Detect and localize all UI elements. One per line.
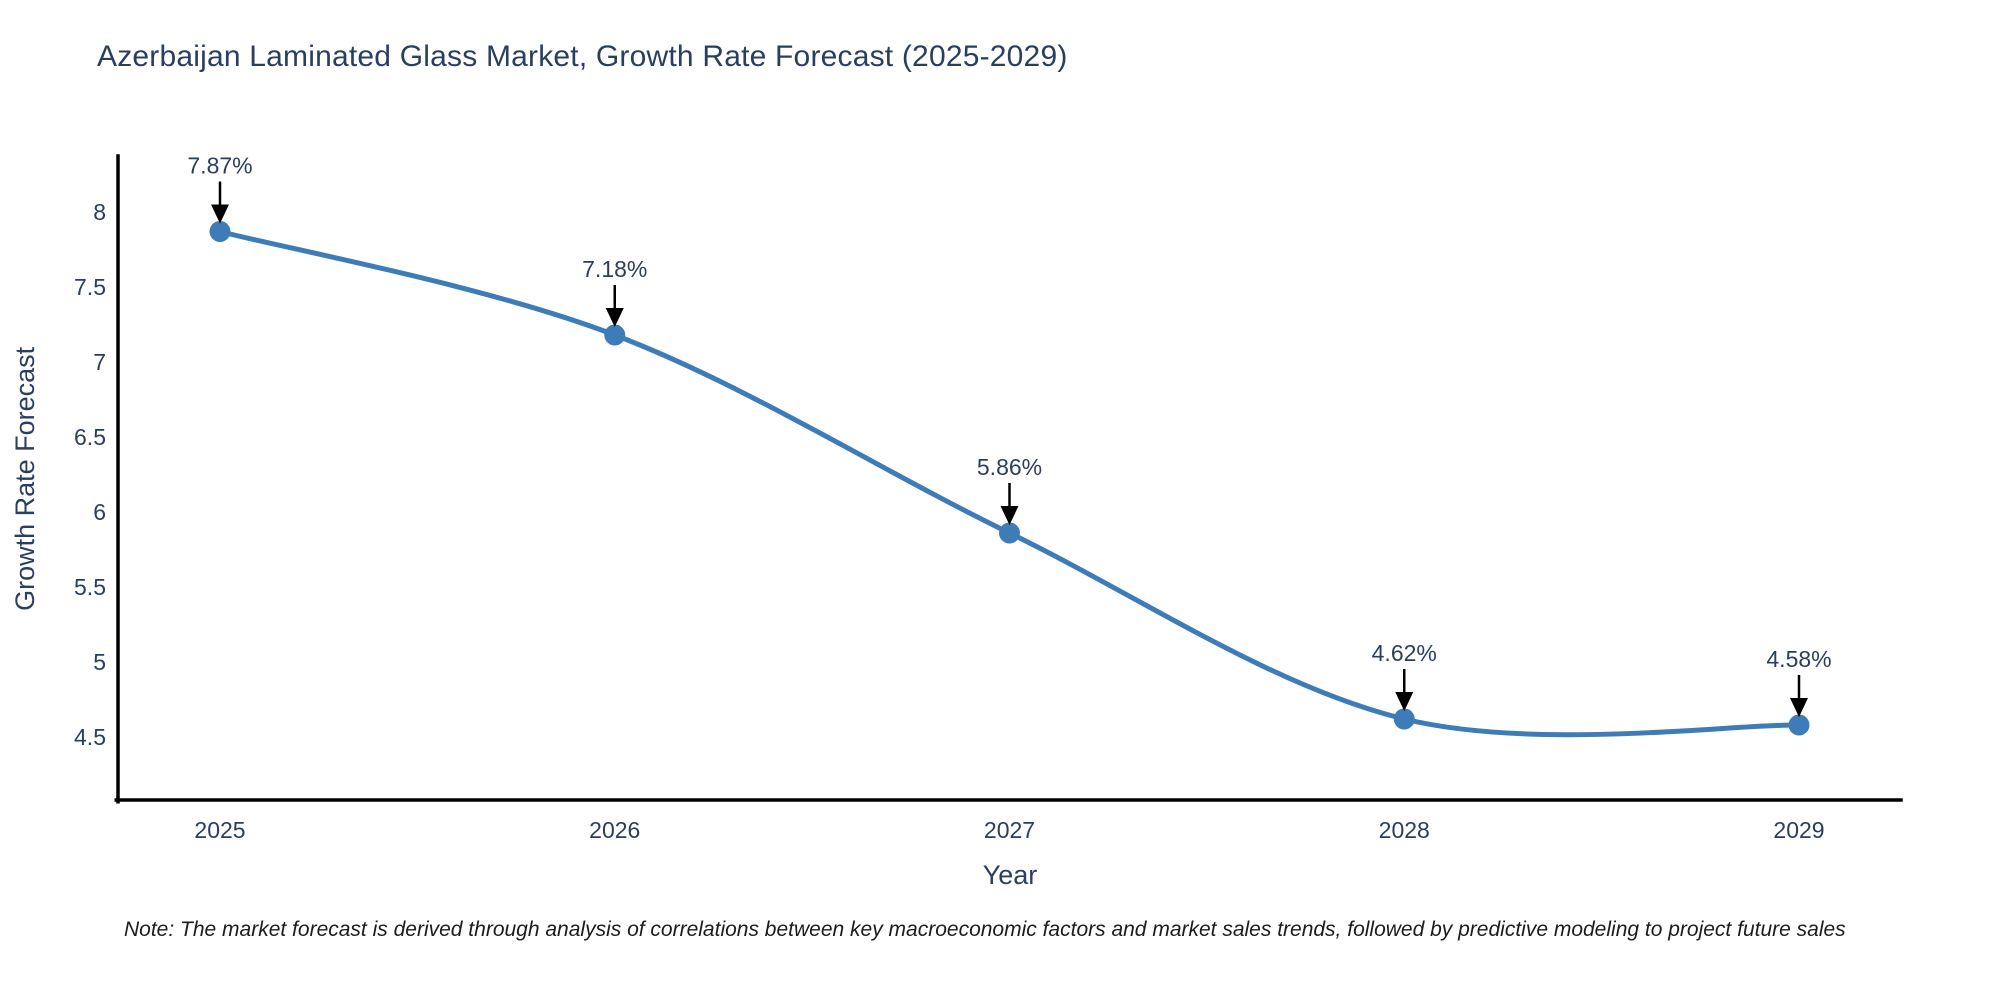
y-tick-label: 7.5 [74, 274, 106, 300]
annotation-arrow-head [1790, 698, 1808, 717]
annotation-label: 7.18% [582, 256, 647, 282]
x-tick-label: 2028 [1379, 817, 1430, 843]
y-axis-title: Growth Rate Forecast [10, 346, 40, 611]
y-tick-label: 7 [93, 349, 106, 375]
y-tick-label: 6 [93, 499, 106, 525]
data-point-marker [1393, 708, 1415, 730]
annotation-label: 5.86% [977, 454, 1042, 480]
x-tick-label: 2027 [984, 817, 1035, 843]
y-tick-label: 8 [93, 199, 106, 225]
x-tick-label: 2029 [1773, 817, 1824, 843]
annotation-label: 7.87% [187, 153, 252, 179]
annotation-arrow-head [605, 308, 624, 327]
y-tick-label: 6.5 [74, 424, 106, 450]
x-axis-title: Year [983, 860, 1038, 890]
annotation-label: 4.62% [1372, 640, 1437, 666]
x-tick-label: 2026 [589, 817, 640, 843]
chart-title: Azerbaijan Laminated Glass Market, Growt… [97, 40, 1068, 73]
x-tick-label: 2025 [194, 817, 245, 843]
footnote: Note: The market forecast is derived thr… [124, 918, 1846, 941]
data-point-marker [999, 522, 1020, 544]
data-point-marker [604, 324, 626, 346]
annotation-arrow-head [1395, 692, 1414, 711]
annotation-label: 4.58% [1766, 646, 1831, 672]
annotation-arrow-head [1000, 506, 1019, 525]
y-tick-label: 5 [93, 649, 106, 675]
data-point-marker [209, 221, 231, 242]
annotation-arrow-head [211, 204, 229, 224]
y-tick-label: 5.5 [74, 574, 106, 600]
data-point-marker [1788, 714, 1810, 736]
y-tick-label: 4.5 [74, 724, 106, 750]
